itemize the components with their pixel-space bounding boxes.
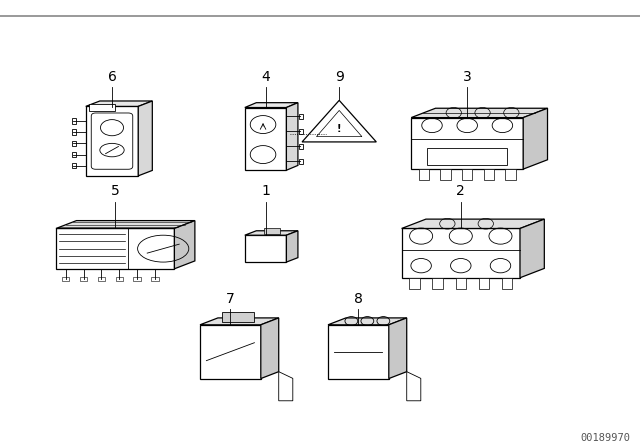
Text: 3: 3 — [463, 70, 472, 84]
Polygon shape — [412, 108, 548, 117]
Polygon shape — [261, 318, 279, 379]
Bar — [479, 278, 489, 289]
Text: !: ! — [337, 124, 342, 134]
Bar — [115, 277, 123, 281]
Polygon shape — [402, 219, 545, 228]
Bar — [484, 169, 494, 180]
Bar — [502, 278, 512, 289]
Bar — [72, 163, 76, 168]
Polygon shape — [279, 372, 293, 401]
Polygon shape — [244, 231, 298, 235]
Polygon shape — [86, 101, 152, 106]
Polygon shape — [328, 325, 389, 379]
Polygon shape — [200, 318, 279, 325]
Polygon shape — [520, 219, 545, 278]
Bar — [151, 277, 159, 281]
Polygon shape — [56, 228, 174, 269]
Bar — [72, 152, 76, 157]
Bar — [410, 278, 420, 289]
Polygon shape — [402, 228, 520, 278]
Polygon shape — [244, 108, 287, 170]
Bar — [72, 118, 76, 124]
FancyBboxPatch shape — [92, 113, 132, 169]
Bar — [300, 159, 303, 164]
Bar — [300, 144, 303, 149]
Bar — [456, 278, 466, 289]
Polygon shape — [302, 100, 376, 142]
Polygon shape — [86, 106, 138, 176]
Bar — [462, 169, 472, 180]
Bar — [428, 148, 507, 164]
Text: 7: 7 — [226, 292, 235, 306]
Bar — [440, 169, 451, 180]
Bar — [97, 277, 105, 281]
Polygon shape — [56, 220, 195, 228]
Polygon shape — [174, 220, 195, 269]
Text: 4: 4 — [261, 70, 270, 84]
Bar — [433, 278, 443, 289]
Text: 9: 9 — [335, 70, 344, 84]
Bar — [61, 277, 69, 281]
Bar — [72, 141, 76, 146]
Polygon shape — [200, 325, 261, 379]
Polygon shape — [221, 312, 253, 322]
Bar — [506, 169, 516, 180]
Text: 6: 6 — [108, 70, 116, 84]
Text: 1: 1 — [261, 185, 270, 198]
Polygon shape — [412, 117, 524, 169]
Polygon shape — [244, 103, 298, 108]
Polygon shape — [524, 108, 548, 169]
Text: 5: 5 — [111, 185, 120, 198]
Polygon shape — [244, 235, 287, 262]
Bar — [134, 277, 141, 281]
Bar — [300, 129, 303, 134]
Polygon shape — [328, 318, 407, 325]
Bar — [264, 228, 280, 234]
Bar — [89, 103, 115, 111]
Polygon shape — [287, 103, 298, 170]
Polygon shape — [317, 111, 362, 137]
Text: 00189970: 00189970 — [580, 433, 630, 443]
Bar — [80, 277, 88, 281]
Polygon shape — [407, 372, 421, 401]
Text: 8: 8 — [354, 292, 363, 306]
Polygon shape — [138, 101, 152, 176]
Bar — [72, 129, 76, 135]
Bar — [300, 114, 303, 119]
Bar — [419, 169, 429, 180]
Text: 2: 2 — [456, 185, 465, 198]
Polygon shape — [389, 318, 407, 379]
Polygon shape — [287, 231, 298, 262]
